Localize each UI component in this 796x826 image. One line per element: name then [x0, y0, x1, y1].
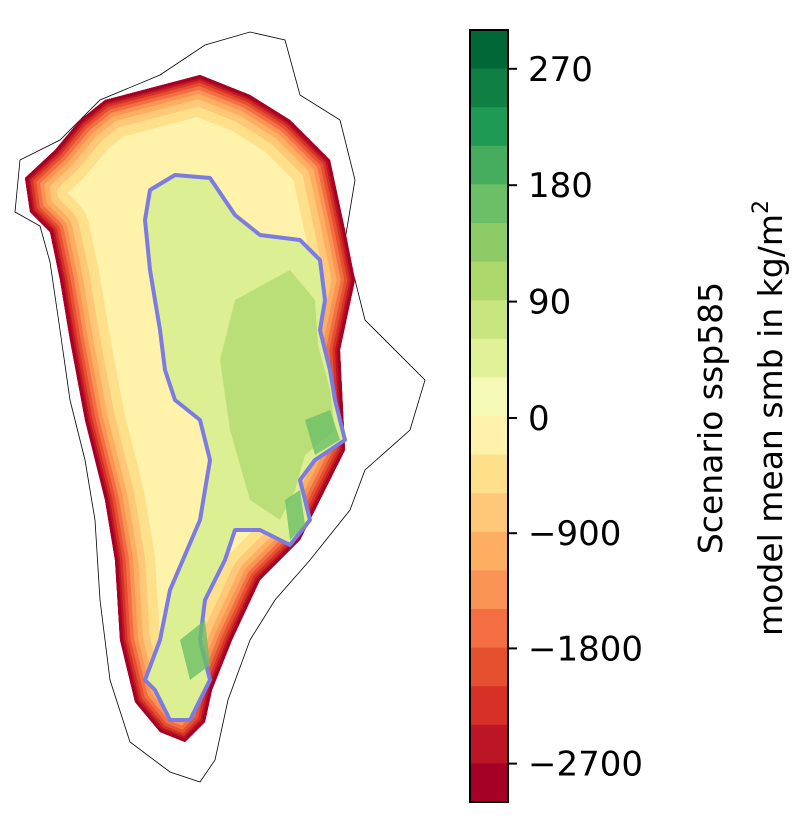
colorbar-tick-label: −900 — [528, 514, 621, 554]
colorbar-band — [470, 531, 508, 571]
colorbar-band — [470, 570, 508, 610]
colorbar-tick-label: 0 — [528, 399, 550, 439]
greenland-smb-map — [14, 31, 426, 783]
colorbar-band — [470, 184, 508, 224]
colorbar-band — [470, 609, 508, 649]
colorbar-tick-label: −2700 — [528, 745, 643, 785]
colorbar-label-line2: model mean smb in kg/m2 — [749, 200, 790, 636]
colorbar-band — [470, 377, 508, 417]
colorbar-band — [470, 107, 508, 147]
colorbar-band — [470, 686, 508, 726]
coastline — [14, 31, 426, 783]
colorbar-frame — [469, 29, 509, 803]
colorbar-band — [470, 145, 508, 185]
high-smb-area — [220, 270, 335, 520]
colorbar-band — [470, 647, 508, 687]
colorbar-band — [470, 338, 508, 378]
colorbar-band — [470, 454, 508, 494]
colorbar-band — [470, 724, 508, 764]
colorbar-tick-label: 270 — [528, 50, 593, 90]
colorbar-band — [470, 30, 508, 70]
colorbar-band — [470, 493, 508, 533]
colorbar-tick-label: 90 — [528, 283, 571, 323]
colorbar-tick-label: 180 — [528, 166, 593, 206]
colorbar-band — [470, 763, 508, 803]
colorbar-band — [470, 68, 508, 108]
colorbar-band — [470, 416, 508, 456]
colorbar-tick-label: −1800 — [528, 629, 643, 669]
colorbar-label-line1: Scenario ssp585 — [691, 282, 730, 554]
colorbar-band — [470, 300, 508, 340]
colorbar-band — [470, 223, 508, 263]
highest-smb-area — [180, 410, 340, 680]
colorbar-band — [470, 261, 508, 301]
